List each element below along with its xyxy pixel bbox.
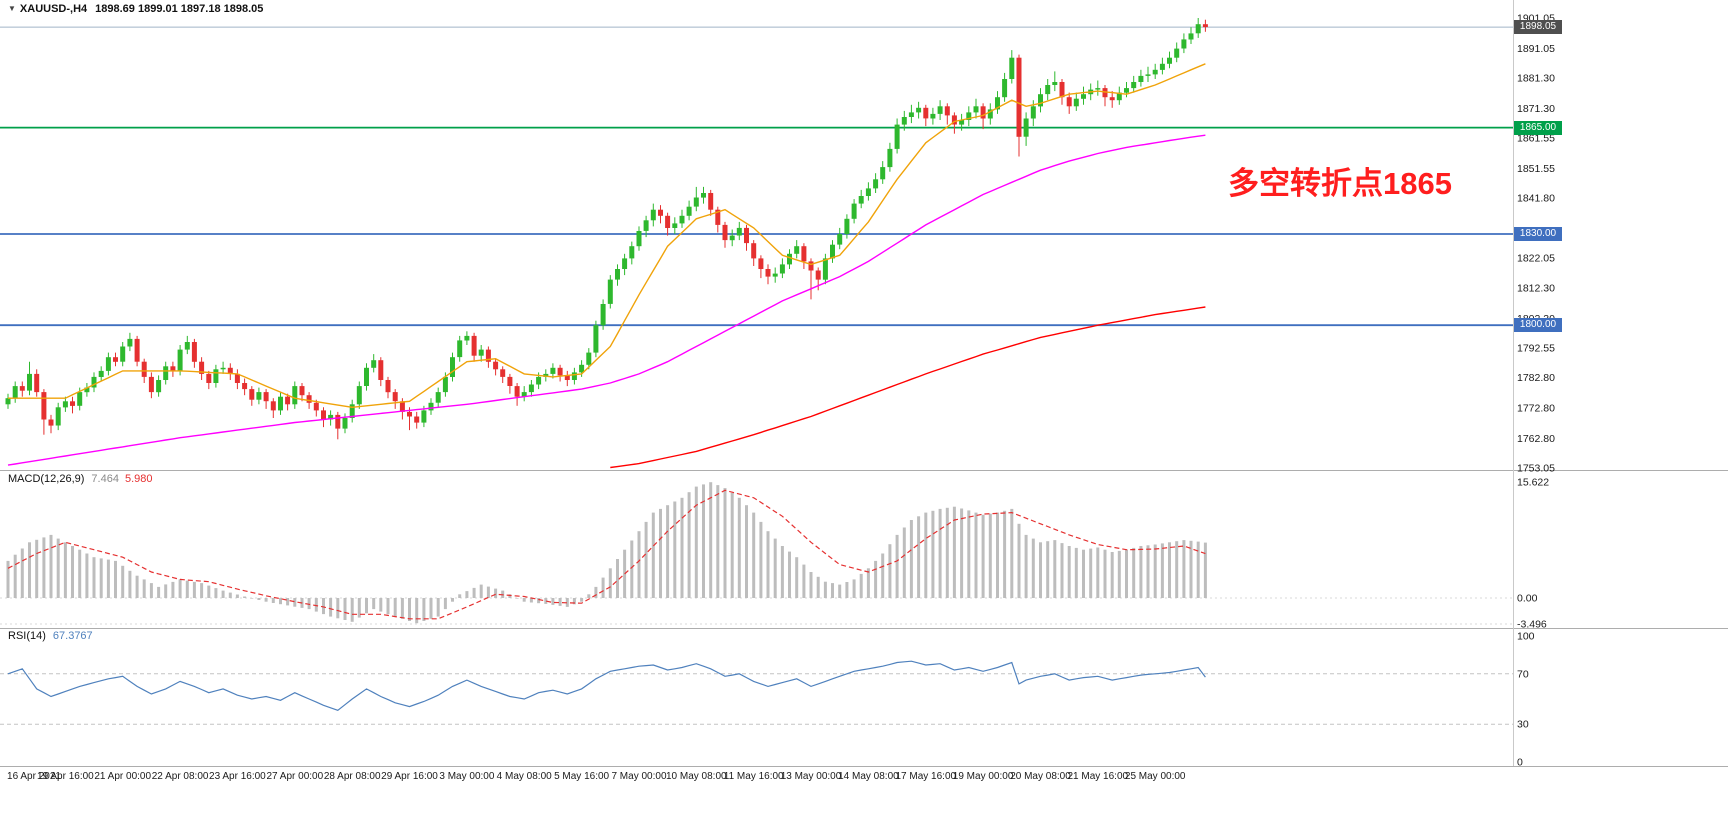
date-label: 13 May 00:00 xyxy=(781,771,842,782)
date-label: 17 May 16:00 xyxy=(895,771,956,782)
macd-axis-label: 15.622 xyxy=(1517,477,1549,489)
rsi-name: RSI(14) xyxy=(8,630,46,642)
date-label: 21 Apr 00:00 xyxy=(94,771,151,782)
current-price-label: 1898.05 xyxy=(1514,20,1562,34)
macd-indicator-label: MACD(12,26,9) 7.464 5.980 xyxy=(8,473,152,485)
macd-signal-value: 5.980 xyxy=(124,473,153,485)
price-tick-label: 1881.30 xyxy=(1517,73,1555,85)
price-tick-label: 1822.05 xyxy=(1517,253,1555,265)
chart-header: ▼ XAUUSD-,H4 1898.69 1899.01 1897.18 1898.… xyxy=(8,3,263,15)
date-label: 5 May 16:00 xyxy=(554,771,609,782)
macd-main-value: 7.464 xyxy=(91,473,119,485)
price-tick-label: 1891.05 xyxy=(1517,43,1555,55)
ma-mid-line xyxy=(7,134,1206,466)
date-label: 3 May 00:00 xyxy=(439,771,494,782)
date-label: 11 May 16:00 xyxy=(724,771,784,782)
date-label: 29 Apr 16:00 xyxy=(381,771,438,782)
price-tick-label: 1762.80 xyxy=(1517,433,1555,445)
date-label: 21 May 16:00 xyxy=(1067,771,1128,782)
price-level-label: 1865.00 xyxy=(1514,121,1562,135)
date-label: 19 May 00:00 xyxy=(953,771,1014,782)
price-tick-label: 1812.30 xyxy=(1517,282,1555,294)
ma-slow-line xyxy=(610,306,1206,469)
rsi-axis-label: 0 xyxy=(1517,757,1523,769)
price-level-label: 1800.00 xyxy=(1514,318,1562,332)
price-tick-label: 1772.80 xyxy=(1517,402,1555,414)
rsi-axis-label: 100 xyxy=(1517,631,1535,643)
date-label: 19 Apr 16:00 xyxy=(37,771,94,782)
ma-fast-line xyxy=(8,63,1206,409)
rsi-line xyxy=(7,660,1206,711)
price-tick-label: 1851.55 xyxy=(1517,163,1555,175)
price-tick-label: 1782.80 xyxy=(1517,372,1555,384)
rsi-axis-label: 70 xyxy=(1517,668,1529,680)
ohlc-values: 1898.69 1899.01 1897.18 1898.05 xyxy=(95,3,264,15)
date-label: 28 Apr 08:00 xyxy=(324,771,381,782)
date-label: 23 Apr 16:00 xyxy=(209,771,266,782)
price-level-label: 1830.00 xyxy=(1514,227,1562,241)
price-tick-label: 1753.05 xyxy=(1517,462,1555,474)
date-label: 14 May 08:00 xyxy=(838,771,899,782)
date-label: 10 May 08:00 xyxy=(666,771,727,782)
rsi-value: 67.3767 xyxy=(52,630,93,642)
price-tick-label: 1861.55 xyxy=(1517,133,1555,145)
rsi-indicator-label: RSI(14) 67.3767 xyxy=(8,630,93,642)
date-label: 27 Apr 00:00 xyxy=(266,771,323,782)
date-label: 22 Apr 08:00 xyxy=(152,771,209,782)
macd-histogram xyxy=(6,482,1207,624)
rsi-axis-label: 30 xyxy=(1517,719,1529,731)
price-tick-label: 1871.30 xyxy=(1517,103,1555,115)
price-axis-ticks: 1901.051891.051881.301871.301861.551851.… xyxy=(1517,13,1555,475)
annotation-text: 多空转折点1865 xyxy=(1228,166,1452,201)
chart-canvas[interactable]: 15.6220.00-3.496100703001901.051891.0518… xyxy=(0,0,1728,790)
macd-axis-label: -3.496 xyxy=(1517,618,1547,630)
date-label: 16 Apr 2021 xyxy=(7,771,61,782)
date-label: 4 May 08:00 xyxy=(497,771,552,782)
date-label: 20 May 08:00 xyxy=(1010,771,1071,782)
date-label: 25 May 00:00 xyxy=(1125,771,1186,782)
macd-signal-line xyxy=(7,489,1206,620)
macd-axis-label: 0.00 xyxy=(1517,593,1538,605)
symbol-timeframe-label: XAUUSD-,H4 xyxy=(19,3,88,15)
date-label: 7 May 00:00 xyxy=(611,771,666,782)
price-tick-label: 1841.80 xyxy=(1517,193,1555,205)
price-tick-label: 1792.55 xyxy=(1517,342,1555,354)
macd-name: MACD(12,26,9) xyxy=(8,473,85,485)
candlestick-layer xyxy=(5,18,1208,440)
symbol-marker-icon: ▼ xyxy=(8,4,16,13)
